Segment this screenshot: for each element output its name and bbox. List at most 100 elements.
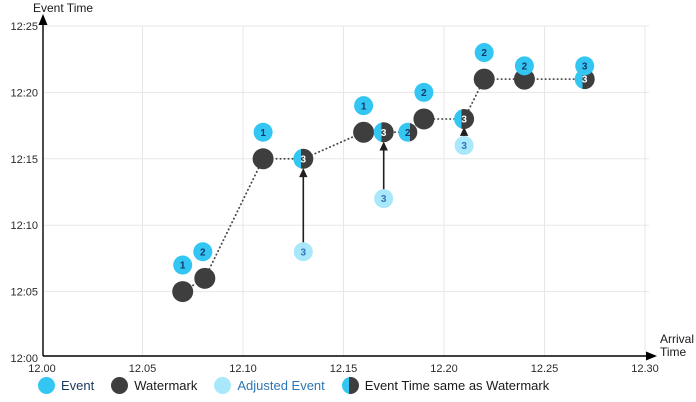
marker-label: 3 <box>461 115 467 126</box>
event-marker-circle <box>575 56 595 76</box>
legend-label: Event <box>61 378 95 393</box>
marker-label: 3 <box>582 61 588 72</box>
y-tick-label: 12:25 <box>10 21 38 33</box>
half-marker: 3 <box>454 108 475 129</box>
marker-label: 2 <box>405 128 411 139</box>
half-cyan-marker-circle <box>398 122 418 142</box>
legend-half-icon <box>341 377 359 394</box>
y-tick-label: 12:05 <box>10 287 38 299</box>
legend-item-watermark: Watermark <box>111 377 197 394</box>
half-marker: 3 <box>293 148 314 169</box>
x-tick-label: 12.20 <box>430 363 458 375</box>
y-axis-arrowhead <box>38 14 48 25</box>
x-tick-label: 12.30 <box>631 363 659 375</box>
watermark-marker <box>194 267 216 289</box>
watermark-marker-circle <box>252 148 274 170</box>
y-tick-label: 12:15 <box>10 154 38 166</box>
legend-label: Adjusted Event <box>237 378 325 393</box>
watermark-marker-circle <box>172 281 194 303</box>
marker-label: 2 <box>200 247 206 258</box>
marker-label: 2 <box>481 48 487 59</box>
event-marker-circle <box>514 56 534 76</box>
x-tick-label: 12.05 <box>129 363 157 375</box>
event-marker: 1 <box>253 122 273 142</box>
watermark-marker <box>353 121 375 143</box>
event-marker: 3 <box>575 56 595 76</box>
event-marker-circle <box>474 43 494 63</box>
adjustment-arrow <box>299 168 308 243</box>
watermark-marker-circle <box>473 68 495 90</box>
marker-label: 3 <box>381 194 387 205</box>
adjusted-marker-circle <box>454 136 474 156</box>
adjusted-marker: 3 <box>374 189 394 209</box>
x-tick-label: 12.25 <box>531 363 559 375</box>
event-marker: 1 <box>354 96 374 116</box>
y-tick-label: 12:10 <box>10 220 38 232</box>
adjustment-arrow-head <box>379 141 388 151</box>
event-marker: 2 <box>514 56 534 76</box>
event-marker-circle <box>193 242 213 262</box>
event-marker-circle <box>414 82 434 102</box>
x-axis-title-line1: Arrival <box>660 332 695 346</box>
half-marker-circle <box>373 122 394 143</box>
x-axis-arrowhead <box>646 351 657 361</box>
adjustment-arrow <box>379 141 388 191</box>
legend-label: Watermark <box>134 378 198 393</box>
x-tick-label: 12.10 <box>229 363 257 375</box>
adjusted-marker: 3 <box>454 136 474 156</box>
y-axis-title: Event Time <box>33 1 94 15</box>
adjustment-arrow-head <box>459 126 469 136</box>
event-marker: 2 <box>474 43 494 63</box>
marker-label: 2 <box>522 61 528 72</box>
legend-item-event: Event <box>38 377 94 394</box>
marker-label: 3 <box>381 128 387 139</box>
half-marker: 3 <box>373 122 394 143</box>
x-axis-title: Arrival Time <box>660 333 694 359</box>
event-marker: 1 <box>173 255 193 275</box>
watermark-marker <box>172 281 194 303</box>
half-marker-circle <box>454 108 475 129</box>
legend-item-adjusted: Adjusted Event <box>214 377 325 394</box>
half-cyan-marker: 2 <box>398 122 418 142</box>
marker-label: 1 <box>260 128 266 139</box>
x-tick-label: 12.00 <box>28 363 56 375</box>
marker-label: 2 <box>421 88 427 99</box>
half-marker: 3 <box>574 69 595 90</box>
marker-label: 3 <box>301 247 307 258</box>
watermark-marker-circle <box>513 68 535 90</box>
marker-label: 3 <box>461 141 467 152</box>
event-marker: 2 <box>414 82 434 102</box>
watermark-marker <box>413 108 435 130</box>
x-tick-label: 12.15 <box>330 363 358 375</box>
x-axis-title-line2: Time <box>660 345 687 359</box>
watermark-marker-circle <box>413 108 435 130</box>
event-marker-circle <box>253 122 273 142</box>
event-marker: 2 <box>193 242 213 262</box>
adjusted-marker-circle <box>374 189 394 209</box>
watermark-marker <box>252 148 274 170</box>
legend-item-half: Event Time same as Watermark <box>341 377 550 394</box>
y-tick-label: 12:20 <box>10 87 38 99</box>
marker-label: 3 <box>301 154 307 165</box>
event-marker-circle <box>173 255 193 275</box>
half-marker-circle <box>574 69 595 90</box>
watermark-marker-circle <box>353 121 375 143</box>
y-tick-label: 12:00 <box>10 353 38 365</box>
watermark-marker-circle <box>194 267 216 289</box>
adjusted-marker: 3 <box>293 242 313 262</box>
marker-label: 1 <box>361 101 367 112</box>
legend-adjusted-icon <box>214 377 232 394</box>
adjustment-arrow-head <box>299 168 308 178</box>
marker-label: 1 <box>180 261 186 272</box>
marker-label: 3 <box>582 75 588 86</box>
adjusted-marker-circle <box>293 242 313 262</box>
watermark-dotted-line <box>181 78 586 293</box>
legend-watermark-icon <box>111 377 129 394</box>
legend-event-icon <box>38 377 55 394</box>
event-marker-circle <box>354 96 374 116</box>
legend-label: Event Time same as Watermark <box>364 378 550 393</box>
watermark-marker <box>513 68 535 90</box>
legend: Event Watermark Adjusted Event Event Time s… <box>38 377 549 394</box>
